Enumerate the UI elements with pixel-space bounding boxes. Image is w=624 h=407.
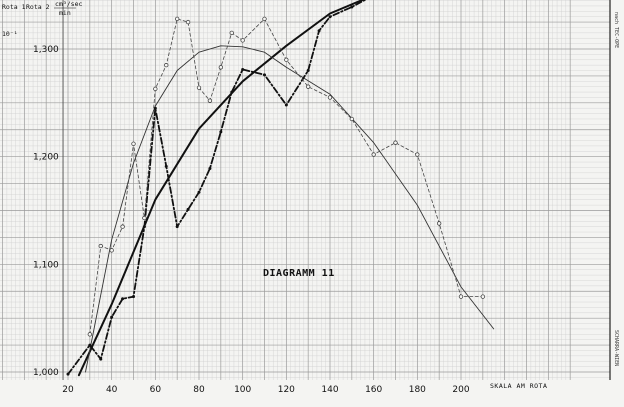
y-tick-label: 1,100 <box>33 260 59 270</box>
series-3-point <box>328 15 332 19</box>
y-tick-label: 1,300 <box>33 45 59 55</box>
series-4-point <box>415 152 420 157</box>
series-4-point <box>207 98 213 103</box>
series-4-point <box>458 294 464 299</box>
series-4-point <box>131 141 136 146</box>
series-4-point <box>98 243 103 249</box>
series-3-point <box>164 164 168 168</box>
series-3-point <box>350 5 354 9</box>
minor-grid <box>0 0 610 380</box>
series-4-point <box>371 152 376 157</box>
series-4-point <box>327 95 333 100</box>
x-tick-label: 60 <box>150 385 162 395</box>
series-layer <box>66 0 495 377</box>
series-line-4 <box>89 18 484 335</box>
y-tick-label: 1,000 <box>33 368 59 378</box>
series-3-point <box>132 295 135 299</box>
series-4-point <box>262 16 267 22</box>
series-3-point <box>121 297 125 301</box>
series-3-point <box>284 103 288 107</box>
header-unit-top: cm³/sec <box>55 0 82 8</box>
y-tick-label: 1,200 <box>33 153 59 163</box>
series-3-point <box>66 372 70 376</box>
series-4-point <box>142 215 147 221</box>
tick-labels: 20 40 60 80 100 120 140 160 180 200 1,000 1,100 1,20… <box>33 45 470 395</box>
series-3-point <box>317 29 321 33</box>
series-4-point <box>196 85 202 90</box>
series-3-point <box>263 73 266 77</box>
series-3-point <box>208 167 212 171</box>
series-4-point <box>185 19 191 25</box>
x-tick-label: 100 <box>234 385 251 395</box>
series-3-point <box>306 69 310 73</box>
header-rota2: Rota 2 <box>26 3 50 11</box>
series-4-point <box>229 30 234 35</box>
series-4-point <box>175 16 180 22</box>
series-3-point <box>219 130 223 134</box>
series-4-point <box>306 84 311 89</box>
major-grid <box>0 0 610 380</box>
series-4-point <box>109 248 114 253</box>
x-tick-label: 80 <box>193 385 205 395</box>
x-tick-label: 20 <box>62 385 74 395</box>
x-tick-label: 180 <box>409 385 426 395</box>
series-3-point <box>153 106 157 110</box>
series-4-point <box>393 140 398 145</box>
series-4-point <box>240 38 245 43</box>
series-3-point <box>197 190 201 194</box>
series-3-point <box>110 315 114 319</box>
x-tick-label: 200 <box>452 385 469 395</box>
series-4-point <box>218 65 223 70</box>
header-scale: 10⁻¹ <box>2 30 18 38</box>
series-4-point <box>153 86 158 91</box>
series-3-point <box>186 207 190 211</box>
series-3-point <box>99 357 103 361</box>
chart-title: DIAGRAMM 11 <box>263 268 335 279</box>
series-3-point <box>88 343 92 347</box>
side-text-bottom: SCHARRA-WIEN <box>613 330 619 366</box>
series-3-point <box>175 225 179 229</box>
series-3-point <box>230 90 234 94</box>
series-3-point <box>142 225 146 229</box>
x-tick-label: 160 <box>365 385 382 395</box>
series-4-point <box>164 63 169 68</box>
header-unit-bottom: min <box>59 9 71 17</box>
x-tick-label: 140 <box>321 385 338 395</box>
series-4-point <box>480 294 485 299</box>
series-4-point <box>284 57 289 62</box>
series-3-point <box>241 67 245 71</box>
series-4-point <box>437 221 442 226</box>
series-4-point <box>120 224 125 229</box>
x-axis-label: SKALA AM ROTA <box>490 382 547 390</box>
series-line-2 <box>85 45 495 373</box>
x-tick-label: 40 <box>106 385 118 395</box>
series-4-point <box>87 332 92 337</box>
series-line-1 <box>77 0 365 377</box>
x-tick-label: 120 <box>278 385 295 395</box>
header-rota1: Rota 1 <box>2 3 26 11</box>
series-4-point <box>349 116 354 122</box>
side-text-top: nach TEC-OPE <box>613 12 619 48</box>
